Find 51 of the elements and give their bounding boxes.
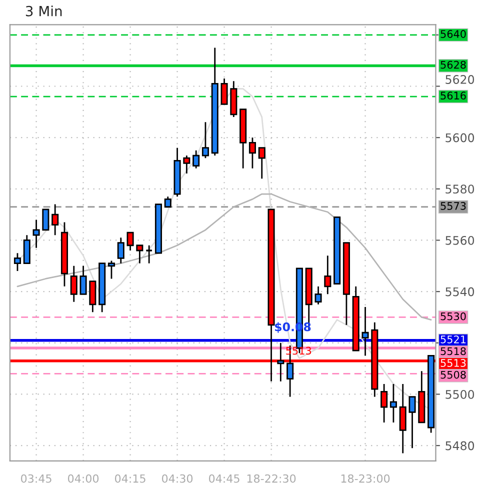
candlestick (89, 280, 96, 313)
candlestick (117, 236, 124, 264)
candlestick (70, 265, 78, 303)
ref-line-label: 5530 (440, 312, 466, 320)
candlestick (362, 306, 369, 356)
candlestick (202, 121, 209, 159)
ref-line-label: 5573 (440, 202, 466, 210)
x-tick-label: 18-22:30 (247, 474, 296, 483)
ref-line-label: 5518 (440, 347, 466, 356)
x-tick-label: 04:00 (68, 474, 99, 483)
candlestick (390, 383, 397, 424)
candlestick (164, 196, 172, 208)
y-tick-label: 5480 (446, 441, 474, 450)
candlestick (136, 244, 144, 264)
chart-title: 3 Min (26, 6, 62, 16)
ref-line-label: 5616 (440, 92, 466, 100)
candlestick (32, 219, 40, 249)
x-tick-label: 04:15 (114, 474, 146, 483)
candlestick (108, 260, 115, 280)
y-tick-label: 5560 (446, 236, 474, 245)
y-tick-label: 5500 (446, 390, 474, 399)
y-tick-label: 5580 (446, 184, 474, 194)
ref-line-label: 5521 (440, 335, 466, 344)
x-tick-label: 03:45 (21, 474, 52, 483)
candlestick (324, 254, 332, 295)
candlestick (80, 265, 87, 295)
candlestick (23, 234, 30, 264)
x-tick-label: 04:45 (208, 474, 240, 483)
ref-line-label: 5513 (440, 359, 466, 367)
candlestick (277, 342, 284, 382)
candlestick (258, 147, 266, 180)
candlestick (220, 78, 228, 105)
candlestick (126, 232, 134, 252)
candlestick (42, 208, 50, 231)
candlestick (52, 204, 59, 236)
y-tick-label: 5600 (446, 133, 474, 142)
candlestick (248, 136, 256, 170)
candlestick (183, 154, 190, 174)
candlestick (192, 150, 200, 170)
y-tick-label: 5540 (446, 287, 474, 296)
x-tick-label: 18-23:00 (341, 474, 390, 483)
candlestick (380, 383, 388, 424)
candlestick (408, 396, 416, 449)
ref-line-label: 5508 (440, 370, 466, 379)
ref-line-label: 5628 (440, 60, 466, 69)
x-tick-label: 04:30 (162, 474, 193, 483)
y-tick-label: 5620 (446, 75, 474, 84)
candlestick (14, 252, 21, 272)
ref-line-label: 5640 (440, 30, 466, 38)
candlestick (399, 383, 406, 454)
candlestick (314, 286, 322, 306)
